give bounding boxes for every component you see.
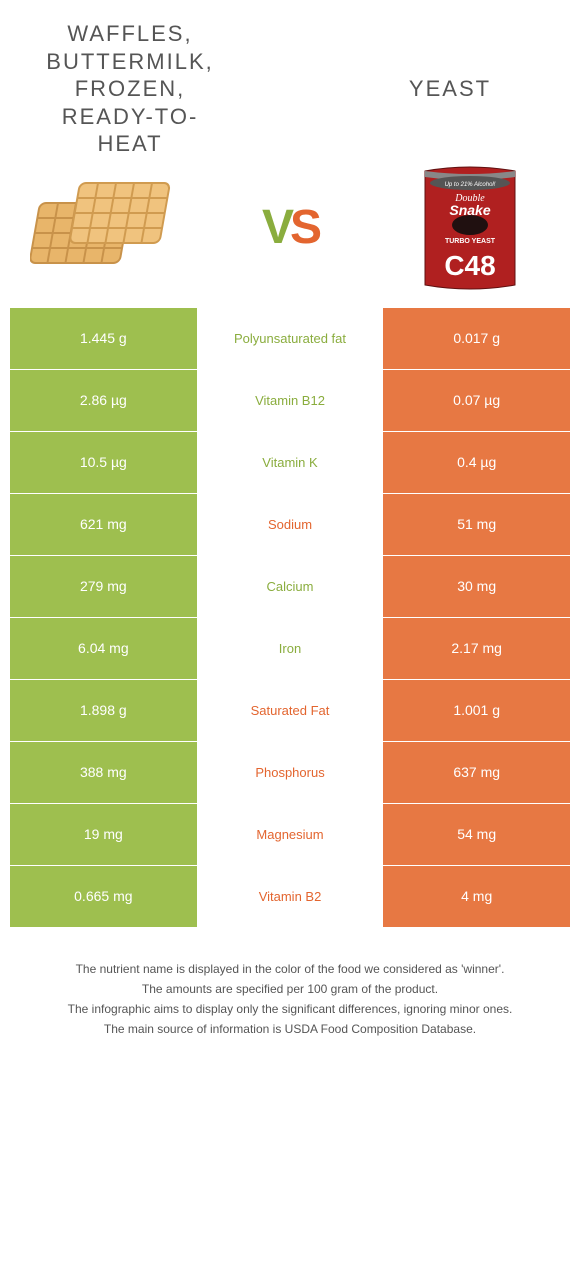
yeast-image: Up to 21% Alcohol! Double Snake TURBO YE… xyxy=(390,168,550,288)
left-value: 1.445 g xyxy=(10,308,197,370)
nutrient-row: 279 mgCalcium30 mg xyxy=(10,556,570,618)
header-titles: WAFFLES, BUTTERMILK, FROZEN, READY-TO-HE… xyxy=(0,0,580,168)
nutrient-row: 2.86 µgVitamin B120.07 µg xyxy=(10,370,570,432)
left-food-head: WAFFLES, BUTTERMILK, FROZEN, READY-TO-HE… xyxy=(30,20,230,158)
vs-label: VS xyxy=(262,200,318,255)
vs-v: V xyxy=(262,201,290,254)
left-value: 279 mg xyxy=(10,556,197,618)
right-value: 0.07 µg xyxy=(383,370,570,432)
nutrient-label: Sodium xyxy=(197,494,384,556)
footnote-line: The amounts are specified per 100 gram o… xyxy=(30,980,550,998)
left-value: 1.898 g xyxy=(10,680,197,742)
nutrient-row: 1.898 gSaturated Fat1.001 g xyxy=(10,680,570,742)
nutrient-row: 19 mgMagnesium54 mg xyxy=(10,804,570,866)
right-value: 54 mg xyxy=(383,804,570,866)
left-value: 19 mg xyxy=(10,804,197,866)
right-food-head: YEAST xyxy=(350,75,550,103)
svg-text:Up to 21% Alcohol!: Up to 21% Alcohol! xyxy=(445,182,496,188)
hero-row: VS Up to 21% Alcohol! Double Snake TURBO… xyxy=(0,168,580,308)
nutrient-label: Polyunsaturated fat xyxy=(197,308,384,370)
right-value: 637 mg xyxy=(383,742,570,804)
nutrient-label: Vitamin B12 xyxy=(197,370,384,432)
svg-text:C48: C48 xyxy=(444,250,495,281)
right-value: 1.001 g xyxy=(383,680,570,742)
left-value: 388 mg xyxy=(10,742,197,804)
nutrient-row: 0.665 mgVitamin B24 mg xyxy=(10,866,570,928)
left-value: 10.5 µg xyxy=(10,432,197,494)
left-value: 0.665 mg xyxy=(10,866,197,928)
nutrient-label: Vitamin B2 xyxy=(197,866,384,928)
right-value: 0.017 g xyxy=(383,308,570,370)
nutrient-row: 6.04 mgIron2.17 mg xyxy=(10,618,570,680)
nutrient-row: 10.5 µgVitamin K0.4 µg xyxy=(10,432,570,494)
vs-s: S xyxy=(290,201,318,254)
left-food-title: WAFFLES, BUTTERMILK, FROZEN, READY-TO-HE… xyxy=(30,20,230,158)
nutrient-label: Saturated Fat xyxy=(197,680,384,742)
nutrient-label: Iron xyxy=(197,618,384,680)
nutrient-row: 621 mgSodium51 mg xyxy=(10,494,570,556)
waffle-image xyxy=(30,168,190,288)
right-value: 51 mg xyxy=(383,494,570,556)
right-food-title: YEAST xyxy=(409,75,491,103)
nutrient-table: 1.445 gPolyunsaturated fat0.017 g2.86 µg… xyxy=(0,308,580,928)
right-value: 4 mg xyxy=(383,866,570,928)
footnotes: The nutrient name is displayed in the co… xyxy=(0,928,580,1080)
footnote-line: The main source of information is USDA F… xyxy=(30,1020,550,1038)
nutrient-label: Calcium xyxy=(197,556,384,618)
svg-text:TURBO YEAST: TURBO YEAST xyxy=(445,238,496,245)
right-value: 0.4 µg xyxy=(383,432,570,494)
left-value: 6.04 mg xyxy=(10,618,197,680)
right-value: 30 mg xyxy=(383,556,570,618)
right-value: 2.17 mg xyxy=(383,618,570,680)
nutrient-label: Vitamin K xyxy=(197,432,384,494)
footnote-line: The infographic aims to display only the… xyxy=(30,1000,550,1018)
footnote-line: The nutrient name is displayed in the co… xyxy=(30,960,550,978)
nutrient-label: Phosphorus xyxy=(197,742,384,804)
nutrient-label: Magnesium xyxy=(197,804,384,866)
nutrient-row: 1.445 gPolyunsaturated fat0.017 g xyxy=(10,308,570,370)
nutrient-row: 388 mgPhosphorus637 mg xyxy=(10,742,570,804)
left-value: 2.86 µg xyxy=(10,370,197,432)
left-value: 621 mg xyxy=(10,494,197,556)
